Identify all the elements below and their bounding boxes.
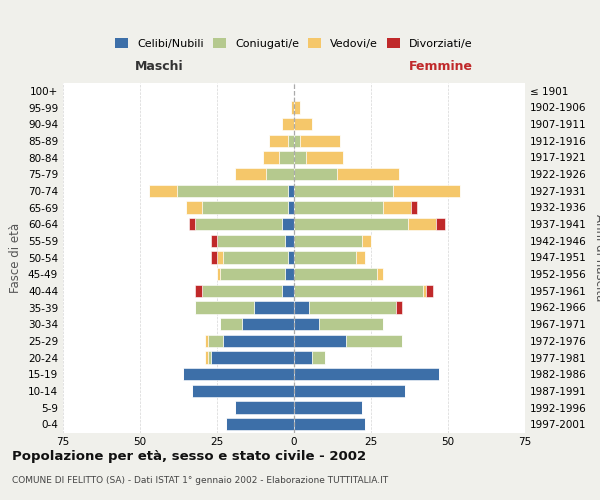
Bar	[211, 251, 217, 264]
Bar	[294, 318, 319, 330]
Bar	[288, 184, 294, 197]
Bar	[310, 301, 395, 314]
Bar	[211, 351, 294, 364]
Bar	[294, 251, 356, 264]
Bar	[186, 201, 202, 214]
Bar	[313, 351, 325, 364]
Bar	[377, 268, 383, 280]
Bar	[288, 134, 294, 147]
Bar	[281, 118, 294, 130]
Bar	[202, 201, 288, 214]
Bar	[424, 284, 427, 297]
Bar	[294, 268, 377, 280]
Bar	[411, 201, 417, 214]
Bar	[362, 234, 371, 247]
Bar	[300, 134, 340, 147]
Text: Popolazione per età, sesso e stato civile - 2002: Popolazione per età, sesso e stato civil…	[12, 450, 366, 463]
Bar	[291, 101, 294, 114]
Bar	[294, 284, 424, 297]
Bar	[294, 301, 310, 314]
Bar	[223, 251, 288, 264]
Bar	[254, 301, 294, 314]
Bar	[288, 201, 294, 214]
Bar	[217, 234, 285, 247]
Bar	[383, 201, 411, 214]
Bar	[294, 418, 365, 430]
Bar	[189, 218, 196, 230]
Bar	[196, 218, 281, 230]
Bar	[395, 301, 402, 314]
Bar	[205, 334, 208, 347]
Bar	[211, 234, 217, 247]
Text: COMUNE DI FELITTO (SA) - Dati ISTAT 1° gennaio 2002 - Elaborazione TUTTITALIA.IT: COMUNE DI FELITTO (SA) - Dati ISTAT 1° g…	[12, 476, 388, 485]
Bar	[223, 334, 294, 347]
Bar	[285, 268, 294, 280]
Bar	[278, 151, 294, 164]
Bar	[235, 401, 294, 414]
Bar	[294, 218, 408, 230]
Bar	[294, 384, 405, 397]
Bar	[294, 351, 313, 364]
Bar	[217, 251, 223, 264]
Y-axis label: Anni di nascita: Anni di nascita	[593, 214, 600, 301]
Bar	[266, 168, 294, 180]
Bar	[346, 334, 402, 347]
Bar	[205, 351, 208, 364]
Bar	[294, 168, 337, 180]
Bar	[294, 101, 300, 114]
Bar	[427, 284, 433, 297]
Bar	[408, 218, 436, 230]
Bar	[294, 134, 300, 147]
Text: Maschi: Maschi	[134, 60, 184, 72]
Bar	[202, 284, 281, 297]
Bar	[294, 334, 346, 347]
Bar	[288, 251, 294, 264]
Bar	[235, 168, 266, 180]
Bar	[294, 368, 439, 380]
Bar	[183, 368, 294, 380]
Bar	[319, 318, 383, 330]
Bar	[193, 384, 294, 397]
Bar	[392, 184, 460, 197]
Bar	[208, 334, 223, 347]
Bar	[337, 168, 399, 180]
Bar	[294, 151, 307, 164]
Bar	[217, 268, 220, 280]
Bar	[263, 151, 278, 164]
Text: Femmine: Femmine	[409, 60, 473, 72]
Bar	[294, 184, 392, 197]
Bar	[356, 251, 365, 264]
Bar	[294, 234, 362, 247]
Bar	[177, 184, 288, 197]
Bar	[208, 351, 211, 364]
Bar	[242, 318, 294, 330]
Bar	[436, 218, 445, 230]
Bar	[149, 184, 177, 197]
Bar	[294, 118, 313, 130]
Bar	[220, 318, 242, 330]
Bar	[226, 418, 294, 430]
Bar	[281, 284, 294, 297]
Bar	[294, 201, 383, 214]
Legend: Celibi/Nubili, Coniugati/e, Vedovi/e, Divorziati/e: Celibi/Nubili, Coniugati/e, Vedovi/e, Di…	[111, 34, 477, 54]
Bar	[281, 218, 294, 230]
Y-axis label: Fasce di età: Fasce di età	[10, 222, 22, 292]
Bar	[196, 301, 254, 314]
Bar	[220, 268, 285, 280]
Bar	[269, 134, 288, 147]
Bar	[285, 234, 294, 247]
Bar	[196, 284, 202, 297]
Bar	[307, 151, 343, 164]
Bar	[294, 401, 362, 414]
